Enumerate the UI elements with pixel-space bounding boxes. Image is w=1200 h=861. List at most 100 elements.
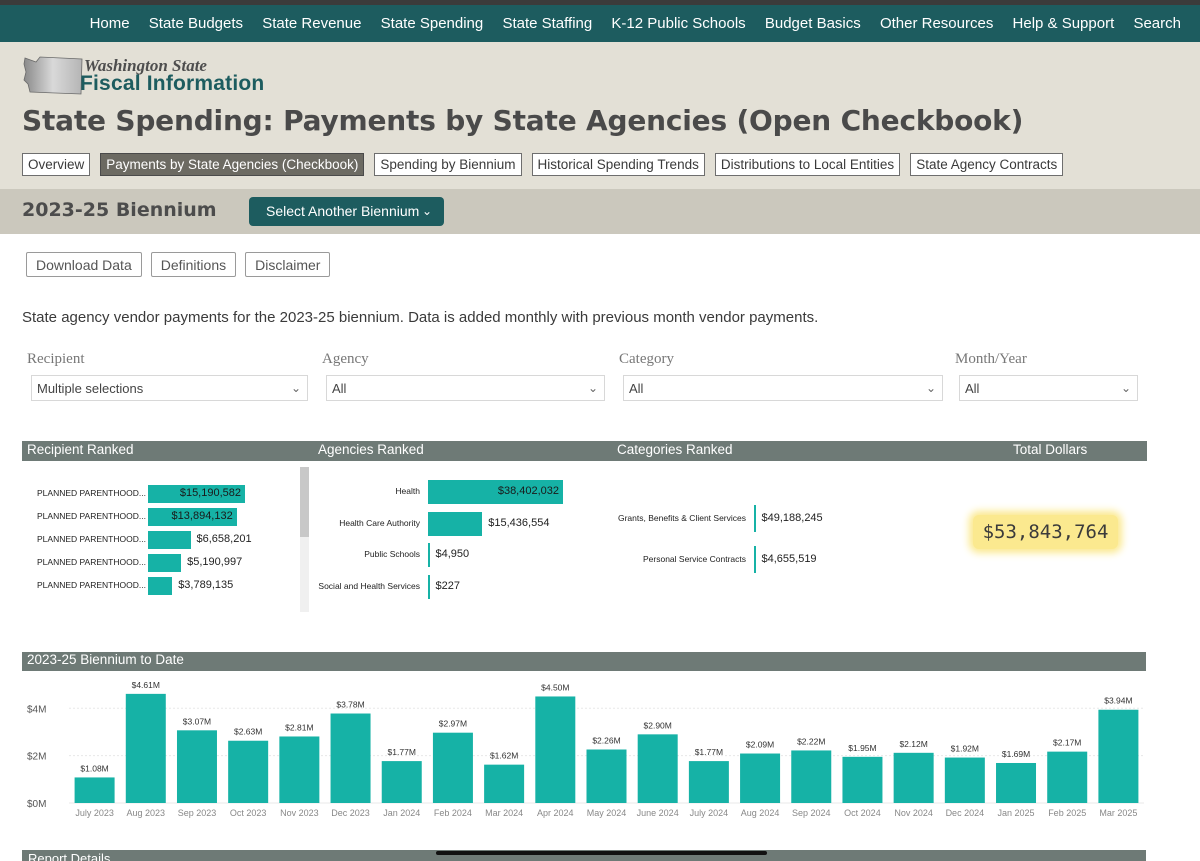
page-header: Washington State Fiscal Information Stat… [0,42,1200,189]
disclaimer-button[interactable]: Disclaimer [245,252,331,277]
x-tick-label: July 2023 [75,808,114,818]
tab-overview[interactable]: Overview [22,153,91,176]
tab-bar: Overview Payments by State Agencies (Che… [22,153,1073,176]
categories-ranked-title: Categories Ranked [617,442,733,457]
agency-value: $227 [435,579,460,592]
bar-value-label: $4.50M [541,682,569,692]
x-tick-label: Apr 2024 [537,808,574,818]
agency-label: Public Schools [364,549,420,559]
month-bar [842,756,883,803]
definitions-button[interactable]: Definitions [150,252,237,277]
month-bar [535,696,576,803]
select-biennium-label: Select Another Biennium [266,203,420,219]
bar-value-label: $2.97M [439,719,467,729]
recipient-bar [148,485,245,503]
recipient-scrollbar[interactable] [300,467,309,612]
bar-value-label: $2.22M [797,736,825,746]
x-tick-label: July 2024 [690,808,729,818]
x-tick-label: Nov 2023 [280,808,319,818]
page-description: State agency vendor payments for the 202… [22,309,819,326]
recipient-value: $5,190,997 [187,556,243,568]
agency-label: Health [395,486,420,496]
nav-other-resources[interactable]: Other Resources [879,15,994,32]
agency-filter[interactable]: All ⌄ [326,375,605,401]
month-bar [381,761,422,803]
x-tick-label: Mar 2024 [485,808,523,818]
action-buttons: Download Data Definitions Disclaimer [26,252,339,277]
x-tick-label: Feb 2024 [434,808,472,818]
nav-state-budgets[interactable]: State Budgets [148,15,244,32]
bar-value-label: $1.08M [80,763,108,773]
month-bar [893,752,934,803]
agency-label: Social and Health Services [318,580,420,591]
recipient-value: $13,894,132 [171,510,233,522]
nav-k12-public-schools[interactable]: K-12 Public Schools [611,15,746,32]
x-tick-label: Aug 2023 [127,808,166,818]
x-tick-label: Aug 2024 [741,808,780,818]
bar-value-label: $3.78M [336,700,364,710]
nav-home[interactable]: Home [89,15,130,32]
agency-filter-label: Agency [322,351,369,367]
scrollbar-thumb[interactable] [300,467,309,537]
washington-map-icon [23,56,83,95]
bar-value-label: $1.77M [388,747,416,757]
nav-search[interactable]: Search [1133,15,1181,32]
biennium-title: 2023-25 Biennium [22,199,217,221]
chevron-down-icon: ⌄ [1120,381,1131,395]
month-bar [944,757,985,803]
bar-value-label: $2.17M [1053,738,1081,748]
agency-bar [428,480,563,504]
download-data-button[interactable]: Download Data [26,252,142,277]
month-bar [279,736,320,803]
site-logo[interactable]: Washington State Fiscal Information [22,54,292,96]
x-tick-label: June 2024 [637,808,679,818]
month-year-filter-label: Month/Year [955,351,1027,367]
recipient-label: PLANNED PARENTHOOD... [37,488,146,498]
agency-label: Health Care Authority [339,517,420,528]
category-filter[interactable]: All ⌄ [623,375,943,401]
month-bar [125,693,166,803]
recipient-filter[interactable]: Multiple selections ⌄ [31,375,308,401]
select-biennium-button[interactable]: Select Another Biennium ⌄ [249,197,444,226]
month-bar [1098,709,1139,803]
month-bar [740,753,781,803]
home-indicator [436,851,767,855]
nav-state-spending[interactable]: State Spending [380,15,484,32]
nav-help-support[interactable]: Help & Support [1012,15,1115,32]
report-details-header: Report Details [22,850,1146,861]
category-label: Personal Service Contracts [643,553,746,564]
bar-value-label: $2.63M [234,727,262,737]
tab-historical-trends[interactable]: Historical Spending Trends [531,153,705,176]
logo-line-2: Fiscal Information [80,72,265,95]
recipient-bar [148,531,191,549]
agencies-ranked-title: Agencies Ranked [318,442,424,457]
agency-bar [428,543,430,567]
month-bar [1047,751,1088,803]
month-year-filter[interactable]: All ⌄ [959,375,1138,401]
x-tick-label: Jan 2025 [998,808,1035,818]
y-tick-label: $2M [27,752,46,763]
tab-agency-contracts[interactable]: State Agency Contracts [910,153,1064,176]
month-bar [637,734,678,803]
recipient-filter-label: Recipient [27,351,85,367]
bar-value-label: $2.09M [746,740,774,750]
bar-value-label: $2.90M [644,720,672,730]
month-bar [432,732,473,803]
total-dollars-value: $53,843,764 [973,515,1118,549]
x-tick-label: Feb 2025 [1048,808,1086,818]
nav-state-revenue[interactable]: State Revenue [262,15,362,32]
y-tick-label: $4M [27,704,46,715]
month-bar [176,730,217,803]
nav-state-staffing[interactable]: State Staffing [502,15,593,32]
tab-payments-checkbook[interactable]: Payments by State Agencies (Checkbook) [100,153,365,176]
recipient-label: PLANNED PARENTHOOD... [37,557,146,567]
bar-value-label: $4.61M [132,680,160,690]
recipient-filter-value: Multiple selections [37,381,144,396]
tab-spending-by-biennium[interactable]: Spending by Biennium [374,153,522,176]
month-year-filter-value: All [965,381,980,396]
x-tick-label: Sep 2023 [178,808,217,818]
nav-budget-basics[interactable]: Budget Basics [764,15,861,32]
recipient-value: $15,190,582 [179,487,241,499]
bar-value-label: $2.26M [592,735,620,745]
tab-distributions-local[interactable]: Distributions to Local Entities [714,153,901,176]
